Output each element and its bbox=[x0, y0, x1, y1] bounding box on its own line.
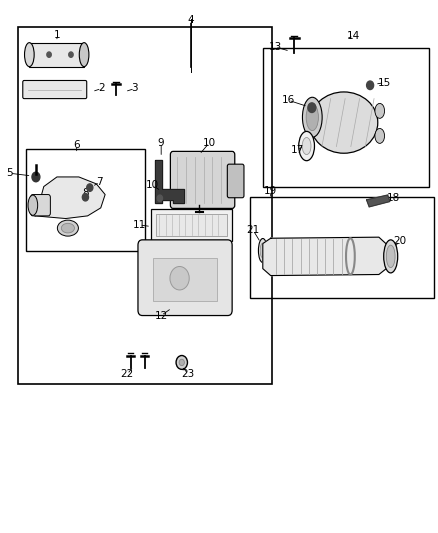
Ellipse shape bbox=[299, 132, 314, 161]
Circle shape bbox=[170, 266, 189, 290]
Bar bbox=[151, 209, 232, 241]
Text: 7: 7 bbox=[96, 177, 103, 187]
Text: 10: 10 bbox=[203, 138, 216, 148]
Ellipse shape bbox=[79, 43, 89, 67]
FancyBboxPatch shape bbox=[170, 151, 235, 208]
Text: 11: 11 bbox=[133, 220, 146, 230]
Circle shape bbox=[157, 195, 162, 201]
Text: 12: 12 bbox=[155, 311, 168, 320]
Text: 16: 16 bbox=[282, 95, 295, 105]
Text: 4: 4 bbox=[187, 15, 194, 25]
Ellipse shape bbox=[384, 240, 398, 273]
Text: 10: 10 bbox=[146, 181, 159, 190]
Text: 9: 9 bbox=[158, 138, 165, 148]
Bar bbox=[153, 258, 217, 301]
Text: 3: 3 bbox=[131, 84, 138, 93]
Ellipse shape bbox=[375, 128, 385, 143]
Ellipse shape bbox=[57, 220, 78, 236]
Text: 14: 14 bbox=[347, 31, 360, 41]
Bar bbox=[250, 197, 434, 298]
FancyBboxPatch shape bbox=[23, 80, 87, 99]
Circle shape bbox=[32, 172, 40, 182]
Polygon shape bbox=[367, 195, 390, 207]
Ellipse shape bbox=[302, 97, 322, 137]
Text: 8: 8 bbox=[82, 189, 89, 198]
Text: 13: 13 bbox=[268, 42, 282, 52]
Text: 6: 6 bbox=[73, 140, 80, 150]
Text: 1: 1 bbox=[53, 30, 60, 39]
FancyBboxPatch shape bbox=[31, 195, 50, 216]
Polygon shape bbox=[155, 160, 184, 203]
Text: 15: 15 bbox=[378, 78, 391, 87]
Text: 23: 23 bbox=[182, 369, 195, 379]
Circle shape bbox=[47, 52, 51, 58]
Text: 20: 20 bbox=[393, 236, 406, 246]
Circle shape bbox=[69, 52, 73, 58]
Ellipse shape bbox=[258, 239, 267, 263]
Ellipse shape bbox=[310, 92, 378, 153]
Bar bbox=[18, 27, 272, 384]
Ellipse shape bbox=[306, 104, 318, 131]
Ellipse shape bbox=[28, 195, 38, 215]
Circle shape bbox=[176, 356, 187, 369]
Ellipse shape bbox=[61, 223, 74, 233]
Circle shape bbox=[308, 103, 316, 112]
Circle shape bbox=[82, 193, 88, 201]
Ellipse shape bbox=[260, 243, 265, 258]
Text: 17: 17 bbox=[290, 146, 304, 155]
Circle shape bbox=[87, 184, 93, 191]
Bar bbox=[26, 149, 145, 251]
Text: 18: 18 bbox=[387, 193, 400, 203]
Text: 5: 5 bbox=[6, 168, 13, 178]
Text: 21: 21 bbox=[247, 225, 260, 235]
Ellipse shape bbox=[302, 138, 311, 155]
Bar bbox=[156, 214, 227, 236]
Bar bbox=[29, 43, 84, 67]
Ellipse shape bbox=[25, 43, 34, 67]
Ellipse shape bbox=[375, 103, 385, 118]
FancyBboxPatch shape bbox=[138, 240, 232, 316]
Text: 22: 22 bbox=[120, 369, 134, 379]
Polygon shape bbox=[35, 177, 105, 219]
Polygon shape bbox=[263, 237, 388, 276]
Circle shape bbox=[367, 81, 374, 90]
Text: 19: 19 bbox=[264, 186, 277, 196]
Text: 2: 2 bbox=[98, 84, 105, 93]
Ellipse shape bbox=[386, 245, 395, 268]
Circle shape bbox=[179, 359, 184, 366]
FancyBboxPatch shape bbox=[227, 164, 244, 198]
Bar bbox=[263, 48, 429, 187]
